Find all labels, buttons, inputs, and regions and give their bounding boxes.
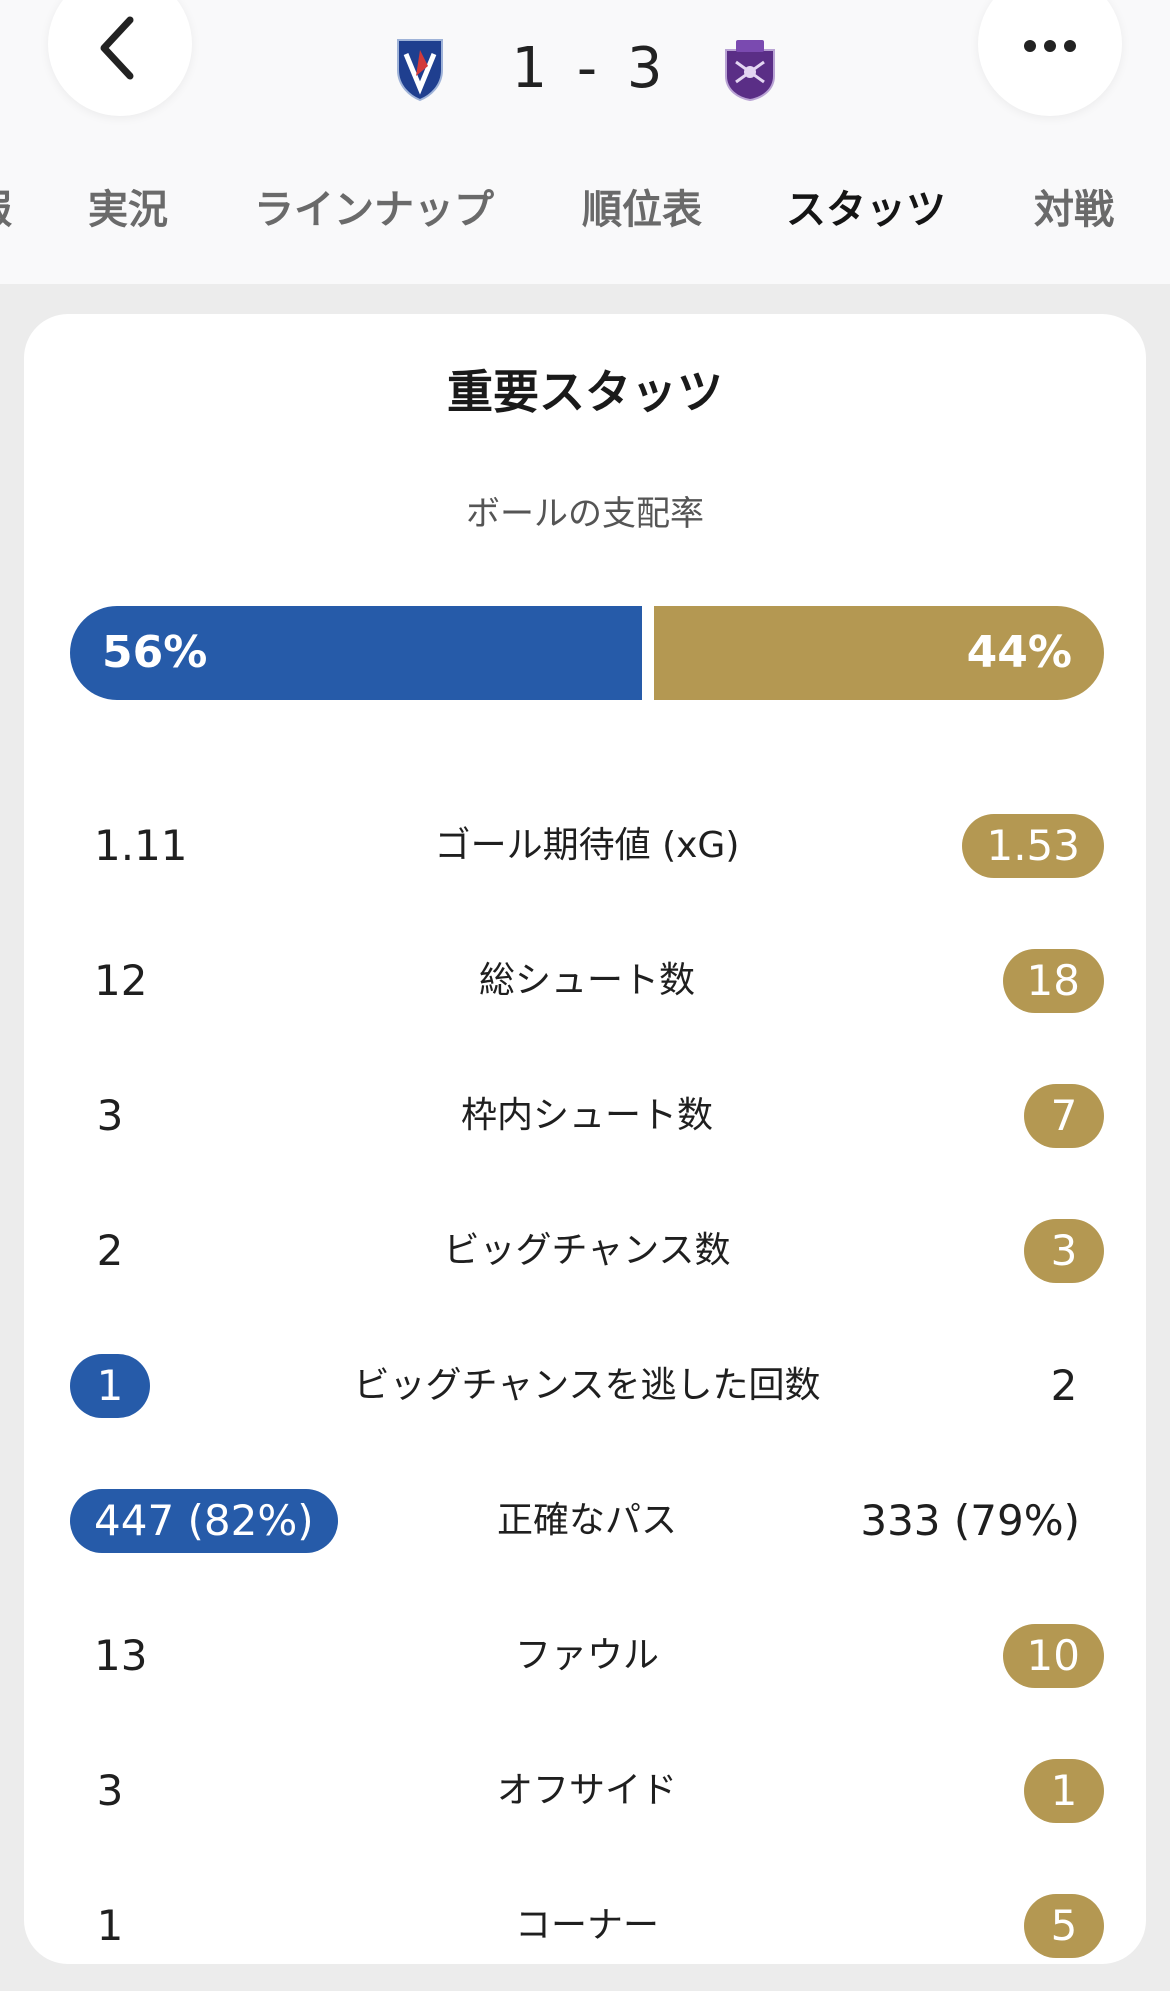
possession-bar: 56% 44%	[70, 606, 1104, 700]
stat-row-offsides: オフサイド 3 1	[70, 1751, 1104, 1831]
stat-away-value: 1.53	[962, 814, 1104, 878]
stat-label: ファウル	[514, 1635, 659, 1676]
tab-lineup[interactable]: ラインナップ	[254, 187, 494, 233]
stat-home-value: 1	[70, 1354, 150, 1418]
stat-home-value: 1	[96, 1901, 124, 1950]
match-tabs: 報 実況 ラインナップ 順位表 スタッツ 対戦	[0, 180, 1170, 240]
stat-label: 枠内シュート数	[460, 1095, 713, 1136]
stat-away-value: 5	[1024, 1894, 1104, 1958]
card-title: 重要スタッツ	[447, 365, 723, 419]
more-horizontal-icon	[1024, 40, 1076, 52]
tab-stats[interactable]: スタッツ	[786, 187, 946, 233]
stat-away-value: 333 (79%)	[860, 1496, 1080, 1545]
stat-row-xg: ゴール期待値 (xG) 1.11 1.53	[70, 806, 1104, 886]
match-header: 1 - 3 報 実況 ラインナップ 順位表 スタッツ 対戦	[0, 0, 1170, 284]
tab-head-to-head[interactable]: 対戦	[1034, 187, 1114, 233]
stat-label: ビッグチャンス数	[443, 1230, 731, 1271]
possession-label: ボールの支配率	[466, 494, 704, 534]
chevron-left-icon	[100, 16, 134, 80]
score-separator: -	[576, 36, 604, 101]
stat-row-accurate-passes: 正確なパス 447 (82%) 333 (79%)	[70, 1481, 1104, 1561]
stat-label: 総シュート数	[478, 960, 695, 1001]
stat-home-value: 13	[94, 1631, 148, 1680]
stat-home-value: 1.11	[94, 821, 188, 870]
stat-away-value: 7	[1024, 1084, 1104, 1148]
home-score: 1	[511, 36, 554, 101]
stat-away-value: 1	[1024, 1759, 1104, 1823]
stat-row-corners: コーナー 1 5	[70, 1886, 1104, 1966]
stat-away-value: 10	[1002, 1624, 1104, 1688]
away-team-crest-icon[interactable]	[720, 36, 780, 102]
stat-home-value: 12	[94, 956, 148, 1005]
key-stats-card: 重要スタッツ ボールの支配率 56% 44% ゴール期待値 (xG) 1.11 …	[24, 314, 1146, 1964]
away-score: 3	[626, 36, 669, 101]
stat-away-value: 2	[1050, 1361, 1078, 1410]
tab-standings[interactable]: 順位表	[582, 187, 702, 233]
tab-report[interactable]: 報	[0, 180, 12, 240]
stat-label: 正確なパス	[496, 1500, 677, 1541]
stat-row-big-chances: ビッグチャンス数 2 3	[70, 1211, 1104, 1291]
stat-row-fouls: ファウル 13 10	[70, 1616, 1104, 1696]
stat-label: オフサイド	[496, 1770, 677, 1811]
stat-home-value: 447 (82%)	[70, 1489, 338, 1553]
possession-away: 44%	[654, 606, 1104, 700]
more-options-button[interactable]	[978, 0, 1122, 116]
stat-label: コーナー	[514, 1905, 659, 1946]
stat-row-total-shots: 総シュート数 12 18	[70, 941, 1104, 1021]
home-team-crest-icon[interactable]	[394, 36, 446, 102]
tab-live[interactable]: 実況	[88, 187, 168, 233]
stat-row-big-chances-missed: ビッグチャンスを逃した回数 1 2	[70, 1346, 1104, 1426]
stat-away-value: 18	[1002, 949, 1104, 1013]
match-score: 1 - 3	[500, 36, 680, 102]
stat-home-value: 3	[96, 1091, 124, 1140]
stat-home-value: 2	[96, 1226, 124, 1275]
stat-home-value: 3	[96, 1766, 124, 1815]
stat-away-value: 3	[1024, 1219, 1104, 1283]
stat-label: ゴール期待値 (xG)	[434, 825, 740, 866]
stat-row-shots-on-target: 枠内シュート数 3 7	[70, 1076, 1104, 1156]
possession-home: 56%	[70, 606, 642, 700]
stat-label: ビッグチャンスを逃した回数	[353, 1365, 821, 1406]
back-button[interactable]	[48, 0, 192, 116]
